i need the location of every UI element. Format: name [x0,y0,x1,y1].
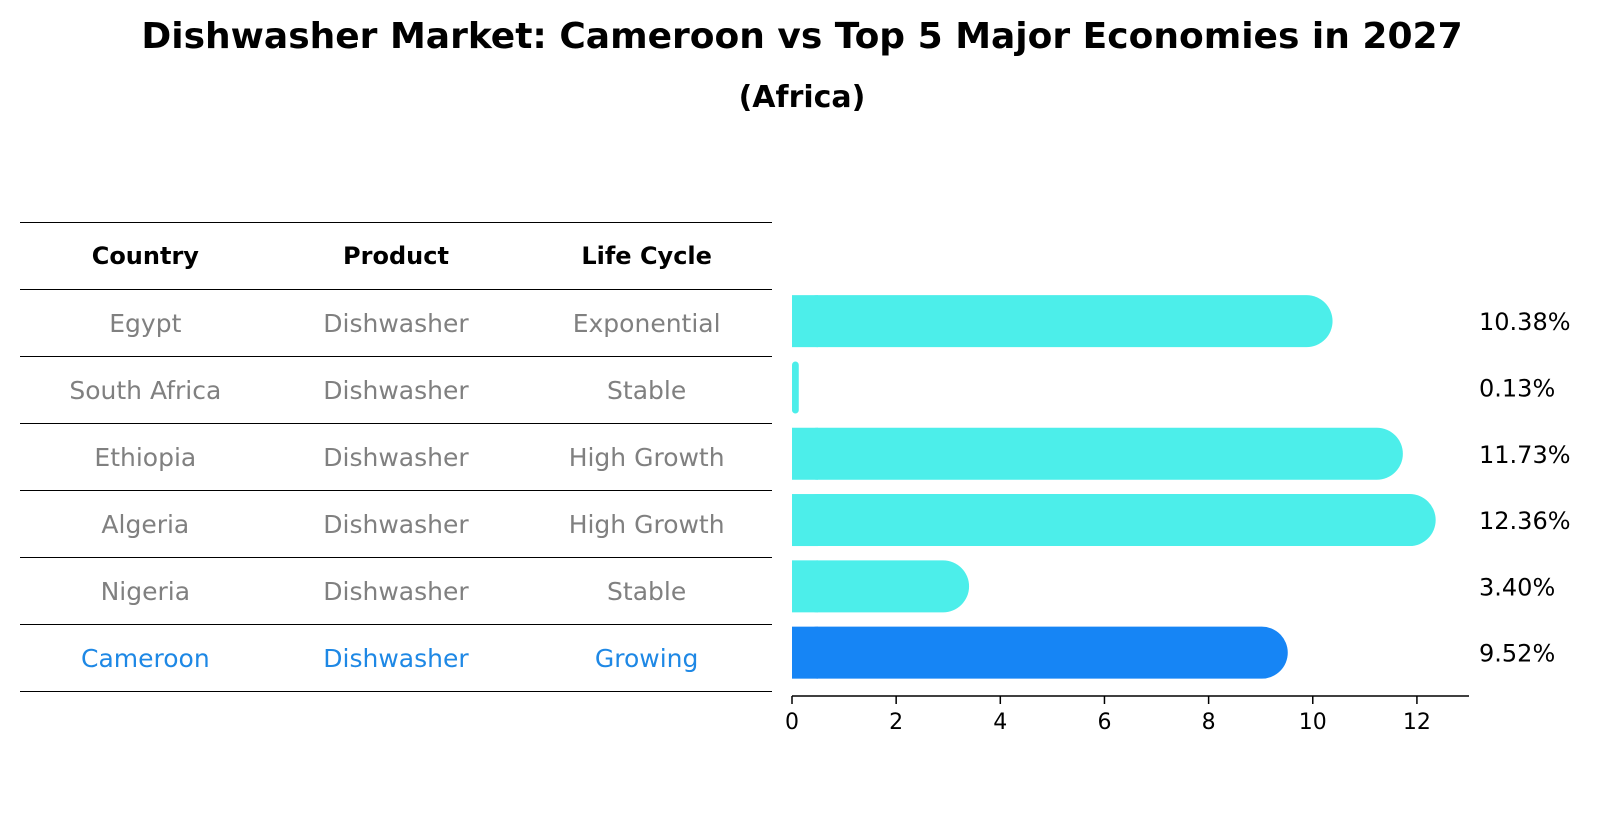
value-label: 9.52% [1479,640,1555,668]
cell-product: Dishwasher [323,442,469,472]
chart-subtitle: (Africa) [738,80,866,115]
x-tick-label: 0 [785,710,799,735]
data-table: Country Product Life Cycle Egypt Dishwas… [20,222,772,692]
table-row: Ethiopia Dishwasher High Growth [20,423,772,490]
cell-country: South Africa [69,375,222,405]
cell-life-cycle: Growing [594,643,699,673]
header-life-cycle: Life Cycle [581,242,712,270]
header-country: Country [91,242,199,270]
cell-country: Egypt [109,308,182,338]
table-row: Nigeria Dishwasher Stable [20,557,772,624]
bar [792,494,1436,547]
table-row: South Africa Dishwasher Stable [20,356,772,423]
bar-base [792,427,818,480]
cell-country: Nigeria [100,576,191,606]
bar-highlighted [792,626,1288,679]
bar [792,361,799,414]
cell-life-cycle: Stable [607,375,687,405]
x-tick-label: 2 [889,710,903,735]
table-row: Algeria Dishwasher High Growth [20,490,772,557]
cell-country: Cameroon [80,643,210,673]
table-header-row: Country Product Life Cycle [20,222,772,289]
x-tick-label: 10 [1299,710,1327,735]
table-row-highlighted: Cameroon Dishwasher Growing [20,624,772,692]
cell-life-cycle: High Growth [568,509,725,539]
chart-title: Dishwasher Market: Cameroon vs Top 5 Maj… [141,16,1463,57]
bar-base [792,626,818,679]
value-label: 11.73% [1479,441,1571,469]
cell-product: Dishwasher [323,308,469,338]
cell-life-cycle: High Growth [568,442,725,472]
bar-base [792,494,818,547]
header-product: Product [343,242,449,270]
cell-country: Ethiopia [94,442,197,472]
value-label: 0.13% [1479,374,1555,402]
x-tick-label: 6 [1097,710,1111,735]
value-label: 12.36% [1479,507,1571,535]
x-tick-label: 4 [993,710,1007,735]
table-row: Egypt Dishwasher Exponential [20,289,772,356]
x-tick-label: 12 [1403,710,1431,735]
cell-product: Dishwasher [323,375,469,405]
cell-country: Algeria [101,509,190,539]
value-label: 10.38% [1479,308,1571,336]
cell-product: Dishwasher [323,576,469,606]
value-label: 3.40% [1479,573,1555,601]
bar [792,560,970,613]
x-tick-label: 8 [1202,710,1216,735]
cell-life-cycle: Exponential [572,308,721,338]
bar-base [792,295,818,348]
bar [792,427,1403,480]
bar [792,295,1333,348]
cell-product: Dishwasher [323,643,469,673]
bar-base [792,560,818,613]
cell-product: Dishwasher [323,509,469,539]
cell-life-cycle: Stable [607,576,687,606]
